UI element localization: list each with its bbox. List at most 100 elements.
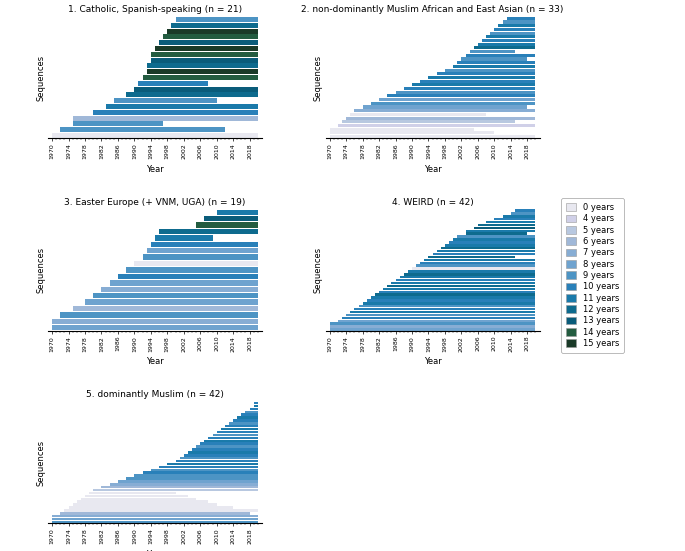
Bar xyxy=(329,322,536,325)
Bar xyxy=(126,477,258,480)
Bar xyxy=(216,431,258,433)
Bar xyxy=(93,489,258,491)
Bar xyxy=(85,299,258,305)
X-axis label: Year: Year xyxy=(146,165,164,174)
Bar xyxy=(474,46,536,50)
Bar xyxy=(478,224,536,226)
Bar xyxy=(329,131,495,134)
Bar xyxy=(184,454,258,456)
Bar xyxy=(151,52,258,57)
Bar xyxy=(138,81,208,86)
Title: 1. Catholic, Spanish-speaking (n = 21): 1. Catholic, Spanish-speaking (n = 21) xyxy=(68,6,242,14)
Bar xyxy=(101,486,258,488)
Bar xyxy=(204,216,258,222)
Bar xyxy=(503,215,536,218)
Bar xyxy=(52,318,258,324)
Bar xyxy=(229,422,258,425)
Bar xyxy=(408,270,536,273)
Bar xyxy=(395,91,536,94)
Bar xyxy=(249,408,258,410)
X-axis label: Year: Year xyxy=(424,357,441,366)
Bar xyxy=(167,29,258,34)
Bar xyxy=(64,509,258,512)
Bar xyxy=(147,63,258,68)
Bar xyxy=(151,468,258,471)
Bar xyxy=(204,440,258,442)
Bar xyxy=(52,133,258,138)
Bar xyxy=(118,480,258,483)
Bar xyxy=(159,40,258,45)
Bar xyxy=(216,209,258,215)
Bar xyxy=(387,285,536,287)
Bar xyxy=(155,46,258,51)
Bar xyxy=(379,98,536,101)
Bar xyxy=(507,17,536,20)
Bar xyxy=(346,314,536,316)
Bar xyxy=(221,428,258,430)
Bar xyxy=(445,68,536,72)
Bar xyxy=(200,442,258,445)
Y-axis label: Sequences: Sequences xyxy=(36,55,45,100)
Bar xyxy=(151,58,258,62)
Bar xyxy=(462,57,527,61)
Title: 4. WEIRD (n = 42): 4. WEIRD (n = 42) xyxy=(392,198,473,207)
Bar xyxy=(391,282,536,284)
Bar xyxy=(73,504,216,506)
Bar xyxy=(73,306,258,311)
Bar xyxy=(60,512,249,515)
Bar xyxy=(503,20,536,24)
Bar xyxy=(134,261,258,266)
Bar xyxy=(163,34,258,39)
Bar xyxy=(60,312,258,317)
Bar xyxy=(453,65,536,68)
Bar xyxy=(416,264,536,267)
Bar xyxy=(470,50,515,53)
Y-axis label: Sequences: Sequences xyxy=(36,440,45,485)
Y-axis label: Sequences: Sequences xyxy=(314,55,323,100)
Bar xyxy=(403,273,536,276)
Bar xyxy=(134,474,258,477)
Bar xyxy=(490,31,536,35)
Bar xyxy=(362,105,527,109)
Bar xyxy=(387,94,536,98)
Bar xyxy=(412,267,536,270)
Bar xyxy=(142,472,258,474)
Bar xyxy=(233,419,258,422)
Bar xyxy=(253,402,258,404)
Bar xyxy=(399,276,536,278)
Bar xyxy=(329,135,536,138)
Bar xyxy=(379,290,536,293)
Title: 5. dominantly Muslim (n = 42): 5. dominantly Muslim (n = 42) xyxy=(86,391,224,399)
Bar xyxy=(73,116,258,121)
Bar xyxy=(429,256,515,258)
Bar xyxy=(478,42,536,46)
Bar xyxy=(362,302,536,305)
Bar xyxy=(89,491,175,494)
Bar xyxy=(101,287,258,292)
Bar xyxy=(495,28,536,31)
Bar xyxy=(192,448,258,451)
Bar xyxy=(196,445,258,448)
Bar xyxy=(110,483,258,485)
Bar xyxy=(437,72,536,75)
Bar xyxy=(383,288,536,290)
Bar xyxy=(253,405,258,407)
Bar xyxy=(188,451,258,453)
X-axis label: Year: Year xyxy=(146,550,164,551)
Bar xyxy=(77,500,208,503)
Bar xyxy=(73,121,163,126)
Bar xyxy=(68,506,233,509)
Bar xyxy=(147,69,258,74)
Bar xyxy=(93,110,258,115)
Bar xyxy=(155,235,212,241)
Bar xyxy=(179,457,258,460)
Bar xyxy=(114,98,216,103)
Bar xyxy=(445,244,536,246)
Bar xyxy=(167,463,258,465)
Bar xyxy=(458,61,536,64)
Bar xyxy=(118,274,258,279)
Bar xyxy=(329,328,536,331)
Bar xyxy=(466,233,527,235)
Bar xyxy=(245,410,258,413)
Bar xyxy=(350,311,536,314)
